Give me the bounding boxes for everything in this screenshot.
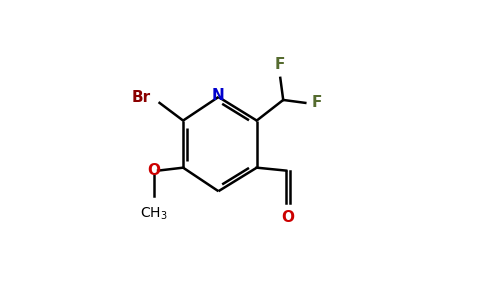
Text: N: N	[212, 88, 225, 103]
Text: F: F	[311, 95, 321, 110]
Text: Br: Br	[132, 89, 151, 104]
Text: F: F	[275, 57, 286, 72]
Text: O: O	[281, 210, 294, 225]
Text: O: O	[147, 163, 160, 178]
Text: CH$_3$: CH$_3$	[140, 206, 167, 222]
